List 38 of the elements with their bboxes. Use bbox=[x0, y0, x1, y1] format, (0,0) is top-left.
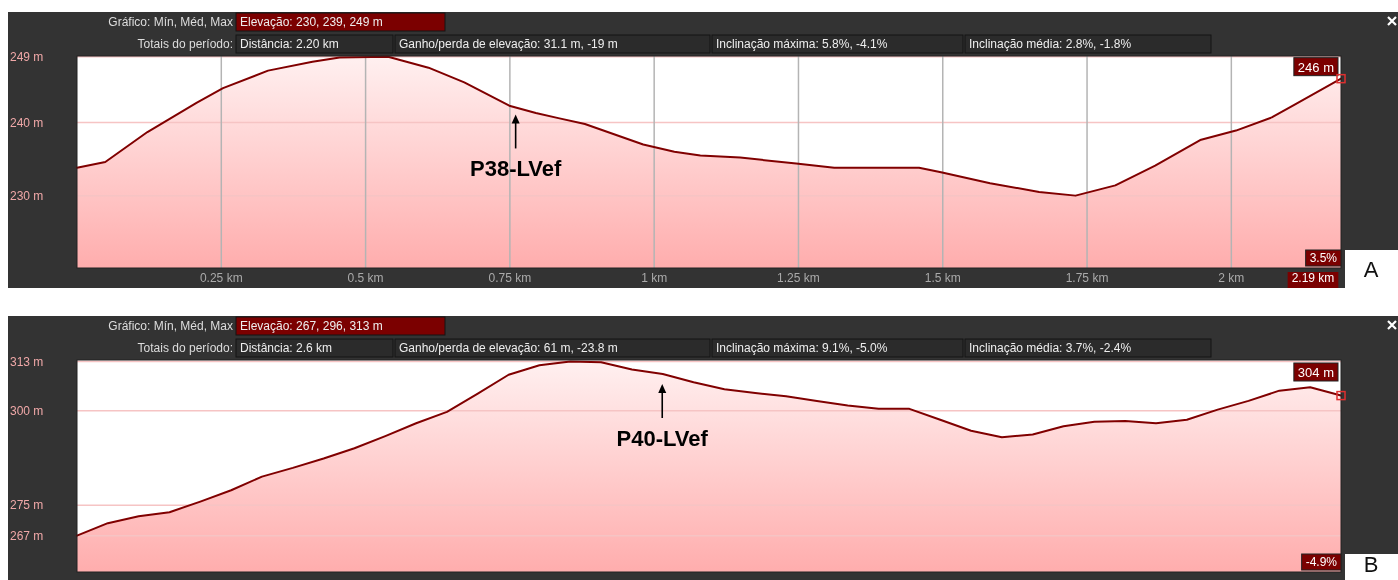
x-tick-label: 0.75 km bbox=[488, 271, 532, 285]
text: Inclinação média: 2.8%, -1.8% bbox=[969, 37, 1132, 51]
text: Totais do período: bbox=[137, 341, 233, 355]
text: Gráfico: Mín, Méd, Max bbox=[108, 319, 233, 333]
text: Distância: 2.20 km bbox=[240, 37, 339, 51]
text: A bbox=[1363, 257, 1379, 282]
annotation: P38-LVef bbox=[469, 156, 562, 182]
text: Totais do período: bbox=[137, 37, 233, 51]
text: Elevação: 267, 296, 313 m bbox=[240, 319, 383, 333]
y-tick-label: 275 m bbox=[10, 498, 44, 513]
text: Ganho/perda de elevação: 31.1 m, -19 m bbox=[399, 37, 618, 51]
y-tick-label: 249 m bbox=[10, 49, 44, 64]
y-tick-label: 300 m bbox=[10, 403, 44, 418]
annotation: -4.9% bbox=[1305, 555, 1338, 569]
annotation: 304 m bbox=[1297, 365, 1334, 380]
x-tick-label: 1.75 km bbox=[1065, 271, 1109, 285]
y-tick-label: 313 m bbox=[10, 354, 44, 369]
x-tick-label: 1.25 km bbox=[777, 271, 820, 285]
text: Ganho/perda de elevação: 61 m, -23.8 m bbox=[399, 341, 618, 355]
annotation: 3.5% bbox=[1309, 251, 1338, 265]
text: B bbox=[1363, 552, 1379, 577]
y-tick-label: 240 m bbox=[10, 115, 44, 130]
text: Elevação: 230, 239, 249 m bbox=[240, 15, 383, 29]
x-tick-label: 0.5 km bbox=[347, 271, 384, 285]
annotation: 246 m bbox=[1297, 59, 1334, 75]
x-tick-label: 1.5 km bbox=[924, 271, 961, 285]
text: Inclinação máxima: 9.1%, -5.0% bbox=[716, 341, 888, 355]
text: Gráfico: Mín, Méd, Max bbox=[108, 15, 233, 29]
text: Inclinação máxima: 5.8%, -4.1% bbox=[716, 37, 888, 51]
text: Distância: 2.6 km bbox=[240, 341, 333, 355]
text: Inclinação média: 3.7%, -2.4% bbox=[969, 341, 1132, 355]
x-tick-label: 2.19 km bbox=[1291, 271, 1335, 285]
x-tick-label: 2 km bbox=[1218, 271, 1245, 285]
x-tick-label: 0.25 km bbox=[199, 271, 243, 285]
x-tick-label: 1 km bbox=[641, 271, 668, 285]
annotation: P40-LVef bbox=[616, 426, 709, 451]
y-tick-label: 267 m bbox=[10, 528, 44, 543]
y-tick-label: 230 m bbox=[10, 188, 44, 203]
